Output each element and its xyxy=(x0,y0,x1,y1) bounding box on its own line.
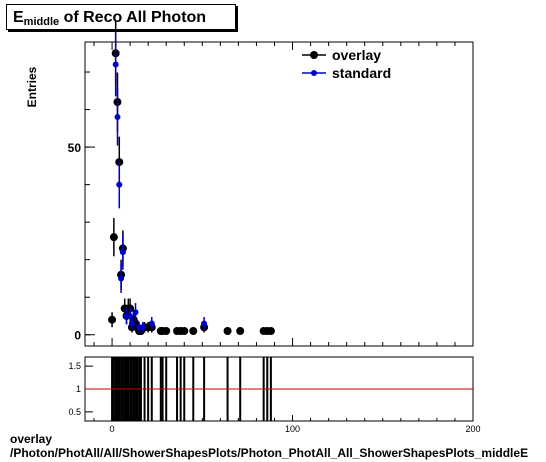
data-point xyxy=(112,61,119,68)
data-point xyxy=(236,326,245,335)
legend-marker xyxy=(310,51,318,59)
data-point xyxy=(132,309,139,316)
ratio-plot-frame: 0 100 200 0.5 1 1.5 xyxy=(68,356,481,434)
legend-marker xyxy=(311,70,317,76)
data-point xyxy=(108,315,117,324)
data-point xyxy=(118,275,125,282)
data-point xyxy=(266,326,275,335)
x-tick-label: 200 xyxy=(465,424,480,434)
legend: overlay standard xyxy=(302,47,391,81)
data-point xyxy=(139,324,146,331)
data-point xyxy=(223,326,232,335)
x-tick-label: 100 xyxy=(285,424,300,434)
data-point xyxy=(109,233,118,242)
main-plot-frame: 0 50 Entries xyxy=(25,20,474,347)
title-main: E xyxy=(13,9,24,26)
data-point xyxy=(119,249,126,256)
legend-label: standard xyxy=(332,65,391,81)
y-tick-label: 0 xyxy=(74,329,81,343)
data-point xyxy=(180,326,189,335)
ratio-y-tick-label: 0.5 xyxy=(68,407,81,417)
footer-path: /Photon/PhotAll/All/ShowerShapesPlots/Ph… xyxy=(10,446,529,460)
y-tick-label: 50 xyxy=(68,141,82,155)
data-point xyxy=(162,326,171,335)
main-axes-box xyxy=(84,41,474,347)
title-subscript: middle xyxy=(23,16,60,28)
y-axis-label: Entries xyxy=(25,66,39,107)
x-tick-label: 0 xyxy=(110,424,115,434)
ratio-y-tick-label: 1 xyxy=(76,384,81,394)
title-rest: of Reco All Photon xyxy=(59,9,207,26)
ratio-y-tick-label: 1.5 xyxy=(68,361,81,371)
legend-label: overlay xyxy=(332,47,381,63)
data-point xyxy=(201,320,208,327)
data-point xyxy=(116,181,123,188)
data-point xyxy=(128,320,135,327)
data-point xyxy=(189,326,198,335)
data-point xyxy=(148,320,155,327)
footer-label: overlay xyxy=(10,432,53,446)
data-point xyxy=(114,114,121,121)
chart-title: Emiddle of Reco All Photon xyxy=(6,4,236,30)
